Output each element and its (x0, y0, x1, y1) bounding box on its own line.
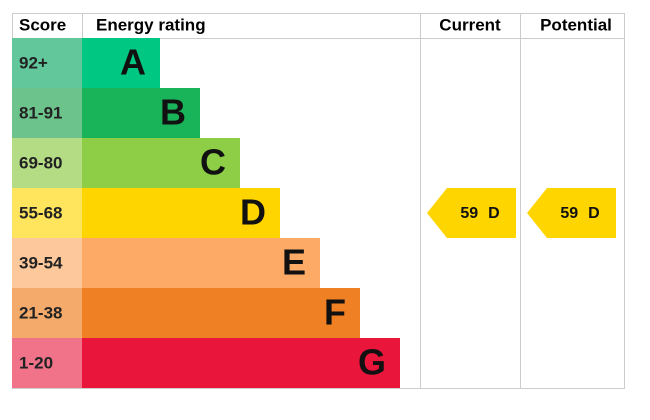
score-cell (12, 338, 82, 388)
band-range: 81-91 (19, 103, 62, 122)
current-score: 59 (460, 205, 478, 222)
potential-score: 59 (560, 205, 578, 222)
score-cell (12, 188, 82, 238)
current-arrow (427, 188, 516, 238)
current-band: D (488, 205, 500, 222)
band-range: 55-68 (19, 203, 62, 222)
band-letter: G (358, 342, 386, 383)
potential-band: D (588, 205, 600, 222)
band-letter: A (120, 42, 146, 83)
band-range: 92+ (19, 53, 48, 72)
score-cell (12, 138, 82, 188)
band-letter: B (160, 92, 186, 133)
band-range: 39-54 (19, 253, 63, 272)
potential-arrow (527, 188, 616, 238)
band-letter: F (324, 292, 346, 333)
score-cell (12, 288, 82, 338)
potential-label: 59 D (560, 205, 599, 222)
score-cell (12, 38, 82, 88)
band-bar (82, 338, 400, 388)
band-bar (82, 238, 320, 288)
band-bar (82, 188, 280, 238)
band-bar (82, 288, 360, 338)
header-potential: Potential (540, 15, 612, 34)
band-range: 21-38 (19, 303, 62, 322)
band-letter: E (282, 242, 306, 283)
band-bar (82, 38, 160, 88)
band-bar (82, 88, 200, 138)
current-label: 59 D (460, 205, 499, 222)
header-score: Score (19, 15, 66, 34)
score-cell (12, 238, 82, 288)
header-current: Current (439, 15, 501, 34)
header-rating: Energy rating (96, 15, 206, 34)
band-bar (82, 138, 240, 188)
band-letter: D (240, 192, 266, 233)
score-cell (12, 88, 82, 138)
band-letter: C (200, 142, 226, 183)
band-range: 69-80 (19, 153, 62, 172)
band-range: 1-20 (19, 353, 53, 372)
